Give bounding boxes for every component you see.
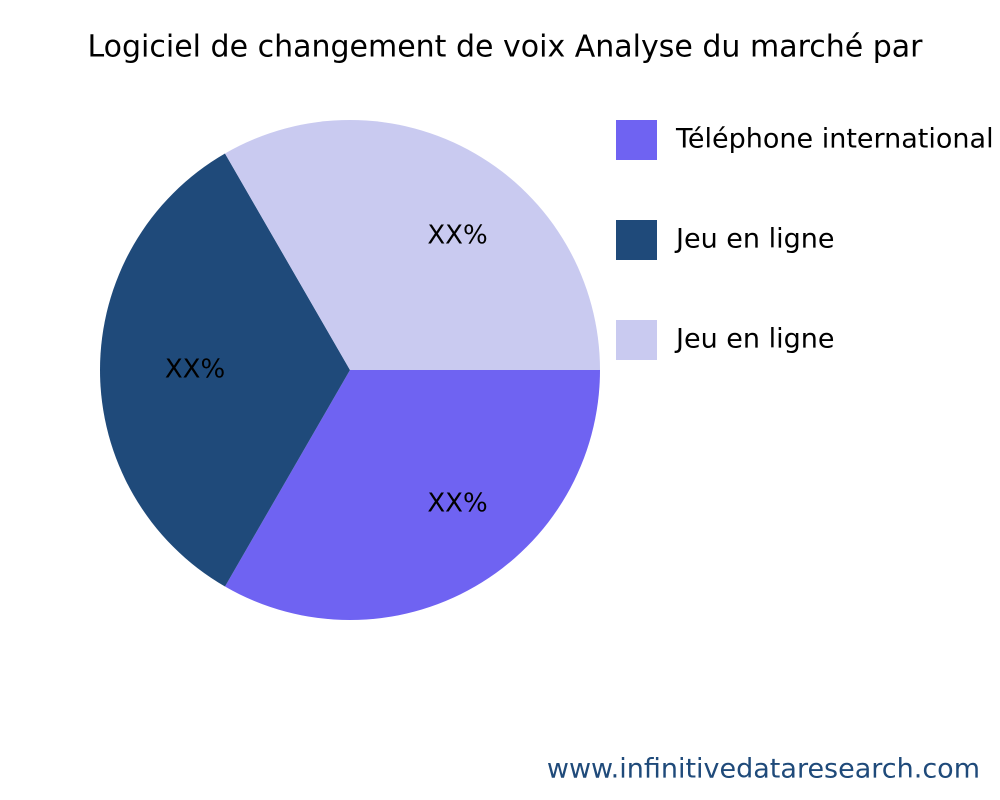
legend-label: Jeu en ligne	[674, 324, 834, 355]
data-label: XX%	[427, 489, 487, 519]
data-label: XX%	[165, 355, 225, 385]
source: www.infinitivedataresearch.com	[547, 754, 980, 785]
legend-label: Jeu en ligne	[674, 224, 834, 255]
legend-swatch	[616, 320, 657, 360]
chart-title: Logiciel de changement de voix Analyse d…	[87, 30, 923, 65]
legend-label: Téléphone international	[675, 124, 994, 155]
legend-swatch	[616, 120, 657, 160]
pie-slice	[225, 370, 600, 620]
legend-swatch	[616, 220, 657, 260]
data-label: XX%	[427, 220, 487, 250]
pie-slice	[225, 119, 600, 370]
